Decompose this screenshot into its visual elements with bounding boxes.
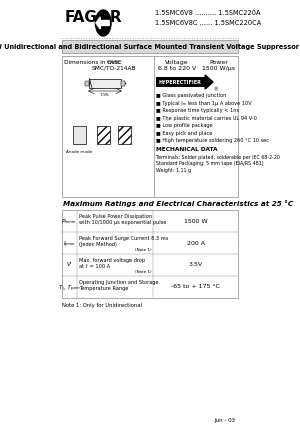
Text: at Iⁱ = 100 A: at Iⁱ = 100 A (79, 264, 110, 269)
Text: ■ High temperature soldering 260 °C 10 sec: ■ High temperature soldering 260 °C 10 s… (156, 138, 269, 143)
Text: Operating Junction and Storage: Operating Junction and Storage (79, 280, 158, 285)
Text: ■ Typical Iₘ less than 1μ A above 10V: ■ Typical Iₘ less than 1μ A above 10V (156, 100, 252, 105)
Bar (85, 80, 89, 85)
Text: ■ Low profile package: ■ Low profile package (156, 123, 213, 128)
Text: Voltage
6.8 to 220 V: Voltage 6.8 to 220 V (158, 60, 196, 71)
Text: ■ The plastic material carries UL 94 V-0: ■ The plastic material carries UL 94 V-0 (156, 116, 257, 121)
Polygon shape (96, 17, 109, 29)
Text: Jun - 03: Jun - 03 (214, 418, 236, 423)
Text: Weight: 1.11 g: Weight: 1.11 g (156, 167, 191, 173)
Text: 200 A: 200 A (187, 241, 205, 246)
Text: 3.5V: 3.5V (188, 263, 203, 267)
Text: Maximum Ratings and Electrical Characteristics at 25 °C: Maximum Ratings and Electrical Character… (63, 200, 293, 207)
Bar (62, 56, 238, 197)
Bar (62, 40, 238, 53)
Text: ■ Glass passivated junction: ■ Glass passivated junction (156, 93, 226, 98)
Text: Vⁱ: Vⁱ (67, 263, 72, 267)
Text: 1500 W: 1500 W (184, 218, 207, 224)
Bar (97, 126, 110, 144)
Text: Terminals: Solder plated, solderable per IEC 68-2-20: Terminals: Solder plated, solderable per… (156, 155, 280, 159)
Bar (156, 77, 205, 87)
Text: Standard Packaging: 5 mm tape (EIA/RS 481): Standard Packaging: 5 mm tape (EIA/RS 48… (156, 161, 264, 166)
Text: 1500 W Unidirectional and Bidirectional Surface Mounted Transient Voltage Suppre: 1500 W Unidirectional and Bidirectional … (0, 43, 300, 49)
Text: Iₚₘₘ: Iₚₘₘ (64, 241, 75, 246)
Text: ■ Easy pick and place: ■ Easy pick and place (156, 130, 212, 136)
Text: ®: ® (214, 87, 218, 92)
Text: -65 to + 175 °C: -65 to + 175 °C (171, 284, 220, 289)
Text: Peak Forward Surge Current 8.3 ms: Peak Forward Surge Current 8.3 ms (79, 236, 168, 241)
Text: 1.5SMC6V8 .......... 1.5SMC220A: 1.5SMC6V8 .......... 1.5SMC220A (155, 10, 260, 16)
Bar (118, 126, 131, 144)
Bar (62, 210, 238, 298)
Polygon shape (205, 75, 213, 89)
Text: CASE
SMC/TO-214AB: CASE SMC/TO-214AB (92, 60, 136, 71)
Circle shape (95, 10, 111, 36)
Text: HYPERECTIFIER: HYPERECTIFIER (158, 79, 201, 85)
Text: with 10/1000 μs exponential pulse: with 10/1000 μs exponential pulse (79, 220, 166, 225)
Text: (Note 1): (Note 1) (135, 248, 151, 252)
Text: Power
1500 W/μs: Power 1500 W/μs (202, 60, 236, 71)
Text: Tⱼ, Tₚₚₘ: Tⱼ, Tₚₚₘ (59, 284, 80, 289)
Text: 7.95: 7.95 (100, 93, 110, 97)
Bar (89, 79, 121, 88)
Text: Dimensions in mm.: Dimensions in mm. (64, 60, 120, 65)
Text: Max. forward voltage drop: Max. forward voltage drop (79, 258, 145, 263)
Bar (73, 126, 86, 144)
Text: Peak Pulse Power Dissipation: Peak Pulse Power Dissipation (79, 214, 152, 219)
Text: Temperature Range: Temperature Range (79, 286, 128, 291)
Text: (Note 1): (Note 1) (135, 270, 151, 274)
Text: FAGOR: FAGOR (65, 10, 122, 25)
Text: Pₘₘₘ: Pₘₘₘ (62, 218, 76, 224)
Text: Anode mode: Anode mode (66, 150, 92, 154)
Text: Note 1: Only for Unidirectional: Note 1: Only for Unidirectional (62, 303, 142, 308)
Text: MECHANICAL DATA: MECHANICAL DATA (156, 147, 218, 151)
Text: ■ Response time typically < 1ns: ■ Response time typically < 1ns (156, 108, 239, 113)
Text: (Jedec Method): (Jedec Method) (79, 242, 116, 247)
Bar (121, 80, 125, 85)
Text: 1.5SMC6V8C ...... 1.5SMC220CA: 1.5SMC6V8C ...... 1.5SMC220CA (155, 20, 261, 26)
